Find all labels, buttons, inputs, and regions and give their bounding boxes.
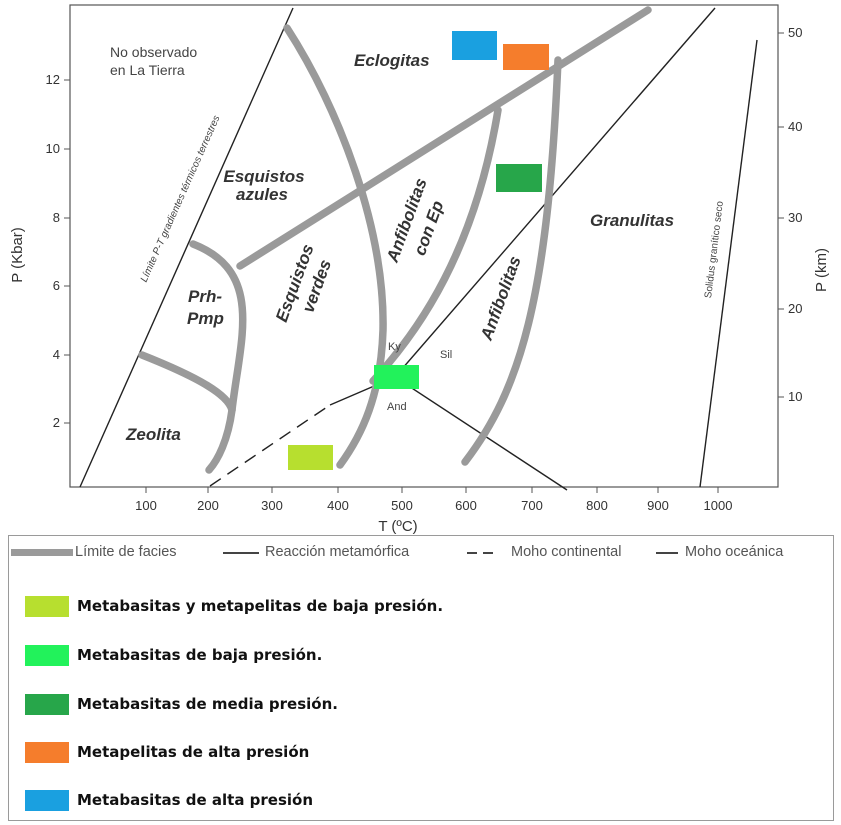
- legend-swatch: [25, 596, 69, 617]
- box-metabasitas-media-presion: [496, 164, 542, 192]
- legend-facies-label: Límite de facies: [75, 544, 177, 560]
- y-axis-left: [64, 79, 70, 424]
- facies-limit-main: [236, 6, 652, 270]
- y-right-tick: 10: [788, 389, 802, 404]
- legend-reaction-swatch: [223, 552, 259, 554]
- x-tick: 800: [586, 498, 608, 513]
- x-tick: 1000: [704, 498, 733, 513]
- legend-moho-oce-label: Moho oceánica: [685, 544, 784, 560]
- annotation-gradient-limit: Límite P-T gradientes térmicos terrestre…: [139, 114, 223, 284]
- annotation-solidus: Solidus granítico seco: [703, 200, 726, 299]
- y-right-tick: 20: [788, 301, 802, 316]
- y-left-tick: 4: [53, 347, 60, 362]
- legend-moho-oce-swatch: [656, 552, 678, 554]
- legend-swatch: [25, 742, 69, 763]
- facies-boundaries: [138, 6, 652, 474]
- x-axis-label: T (ºC): [378, 518, 417, 535]
- facies-label-pmp: Pmp: [187, 309, 224, 328]
- annotation-sil: Sil: [440, 349, 452, 361]
- legend-swatch: [25, 790, 69, 811]
- facies-label-anfibolitas: Anfibolitas: [477, 254, 525, 344]
- box-metabasitas-metapelitas-baja-presion: [288, 445, 333, 470]
- ky-sil-reaction: [394, 7, 716, 378]
- facies-limit-greenschist: [283, 24, 387, 469]
- thin-lines: [79, 7, 758, 491]
- y-right-tick: 40: [788, 119, 802, 134]
- facies-label-zeolita: Zeolita: [125, 425, 181, 444]
- moho-continental-line: [209, 404, 331, 487]
- x-tick: 700: [521, 498, 543, 513]
- box-metapelitas-alta-presion: [503, 44, 549, 70]
- y-left-tick: 8: [53, 210, 60, 225]
- x-tick: 300: [261, 498, 283, 513]
- legend-item-label: Metabasitas de alta presión: [77, 791, 314, 809]
- x-tick: 100: [135, 498, 157, 513]
- legend-item-label: Metapelitas de alta presión: [77, 743, 310, 761]
- solidus-line: [699, 39, 758, 488]
- facies-label-esquistos-azules-2: azules: [236, 185, 288, 204]
- legend-line-types: Límite de facies Reacción metamórfica Mo…: [9, 540, 833, 564]
- facies-limit-amph-ep: [369, 106, 502, 385]
- y-right-tick: 30: [788, 210, 802, 225]
- y-left-tick: 6: [53, 278, 60, 293]
- x-tick: 900: [647, 498, 669, 513]
- annotation-ky: Ky: [388, 341, 401, 353]
- annotation-no-observado: No observado: [110, 44, 197, 60]
- y-left-tick: 10: [46, 141, 60, 156]
- plot-frame: [69, 4, 779, 488]
- y-left-tick: 2: [53, 415, 60, 430]
- legend-moho-cont-swatch-b: [483, 552, 493, 554]
- y-left-tick: 12: [46, 72, 60, 87]
- legend-facies-swatch: [11, 549, 73, 556]
- legend-item-label: Metabasitas de baja presión.: [77, 646, 323, 664]
- x-tick: 600: [455, 498, 477, 513]
- y-right-tick: 50: [788, 25, 802, 40]
- legend-swatch: [25, 694, 69, 715]
- facies-label-eclogitas: Eclogitas: [354, 51, 430, 70]
- facies-limit-amphibolite: [461, 56, 562, 466]
- legend-reaction-label: Reacción metamórfica: [265, 544, 410, 560]
- x-tick: 500: [391, 498, 413, 513]
- y-left-axis-label: P (Kbar): [9, 227, 26, 283]
- x-axis: [145, 487, 719, 493]
- x-tick: 400: [327, 498, 349, 513]
- facies-label-esquistos-azules: Esquistos: [223, 167, 304, 186]
- y-axis-right: [778, 32, 784, 398]
- legend-item-label: Metabasitas y metapelitas de baja presió…: [77, 597, 444, 615]
- legend-moho-cont-label: Moho continental: [511, 544, 622, 560]
- annotation-no-observado-2: en La Tierra: [110, 62, 185, 78]
- box-metabasitas-alta-presion: [452, 31, 497, 60]
- legend-item-label: Metabasitas de media presión.: [77, 695, 338, 713]
- facies-label-granulitas: Granulitas: [590, 211, 674, 230]
- annotation-and: And: [387, 401, 407, 413]
- legend-moho-cont-swatch-a: [467, 552, 477, 554]
- facies-label-prh: Prh-: [188, 287, 222, 306]
- facies-limit-prh-pmp: [189, 240, 247, 474]
- box-metabasitas-baja-presion: [374, 365, 419, 389]
- y-right-axis-label: P (km): [813, 248, 830, 292]
- facies-limit-zeolite: [138, 351, 236, 414]
- legend-swatch: [25, 645, 69, 666]
- legend: Límite de facies Reacción metamórfica Mo…: [8, 535, 834, 821]
- x-tick: 200: [197, 498, 219, 513]
- gradient-limit-line: [79, 7, 294, 488]
- pt-diagram: 100 200 300 400 500 600 700 800 900 1000…: [9, 4, 830, 535]
